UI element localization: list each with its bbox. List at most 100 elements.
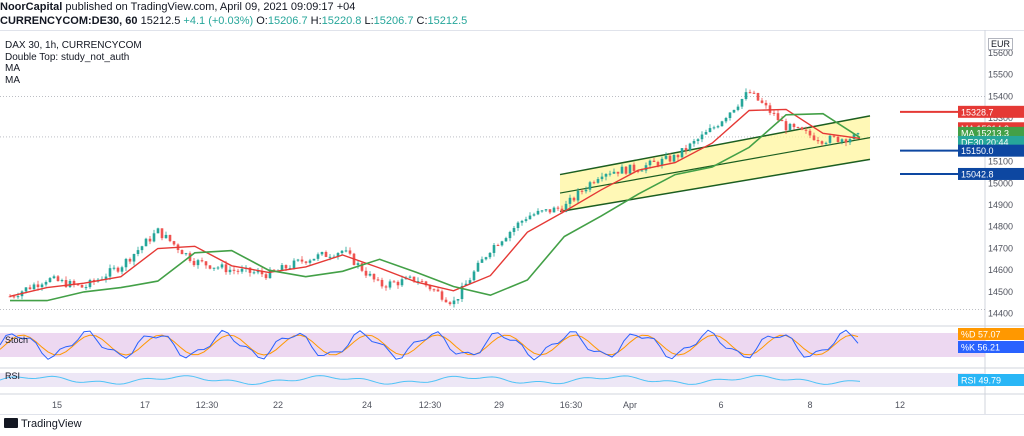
candle-body (684, 148, 688, 151)
candle-body (208, 265, 212, 269)
candle-body (132, 254, 136, 262)
publisher-name[interactable]: NoorCapital (0, 1, 63, 13)
candle-body (168, 234, 172, 242)
y-tick-label: 15300 (988, 113, 1013, 123)
last-price-tag: DE30 20:44 (961, 137, 1009, 147)
y-tick-label: 15000 (988, 178, 1013, 188)
level-tag-15150: 15150.0 (961, 146, 994, 156)
stoch-band (0, 333, 985, 357)
candle-body (536, 210, 540, 215)
candle-body (416, 281, 420, 283)
candle-body (496, 245, 500, 247)
y-tick-label: 15100 (988, 157, 1013, 167)
stoch-d-tag: %D 57.07 (961, 330, 1001, 340)
candle-body (320, 251, 324, 255)
candle-body (516, 222, 520, 229)
footer: TradingView (0, 414, 1024, 436)
level-tag-15042: 15042.8 (961, 169, 994, 179)
candle-body (788, 123, 792, 131)
rsi-label: RSI (5, 371, 20, 381)
candle-body (616, 171, 620, 174)
candle-body (484, 257, 488, 260)
candle-body (112, 267, 116, 269)
candle-body (84, 287, 88, 289)
candle-body (660, 158, 664, 166)
candle-body (120, 267, 124, 272)
channel-upper-line (559, 115, 871, 176)
close-label: C: (416, 15, 428, 27)
candle-body (556, 207, 560, 209)
candle-body (8, 296, 12, 298)
channel-fill (560, 115, 870, 212)
candle-body (752, 92, 756, 94)
legend-study[interactable]: Double Top: study_not_auth (5, 51, 130, 63)
y-tick-label: 15400 (988, 91, 1013, 101)
candle-body (464, 283, 468, 286)
rsi-tag: RSI 49.79 (961, 376, 1001, 386)
candle-body (396, 281, 400, 286)
candle-body (180, 250, 184, 255)
x-tick-label: 29 (494, 400, 504, 410)
candle-body (524, 219, 528, 221)
candle-body (76, 284, 80, 286)
candle-body (628, 164, 632, 174)
ma-slow-tag: MA 15213.3 (961, 128, 1009, 138)
legend-ma-slow[interactable]: MA (5, 74, 20, 86)
candle-body (64, 280, 68, 288)
x-tick-label: 16:30 (560, 400, 583, 410)
candle-body (16, 296, 20, 298)
candle-body (356, 263, 360, 265)
candle-body (700, 134, 704, 140)
legend-ma-fast[interactable]: MA (5, 63, 20, 74)
candle-body (60, 280, 64, 282)
candle-body (68, 280, 72, 288)
candle-body (12, 296, 16, 298)
candle-body (828, 135, 832, 143)
candle-body (196, 260, 200, 266)
candle-body (204, 261, 208, 266)
candle-body (172, 241, 176, 245)
candle-body (500, 241, 504, 246)
legend-title[interactable]: DAX 30, 1h, CURRENCYCOM (5, 40, 142, 51)
candle-body (512, 228, 516, 232)
candle-body (760, 100, 764, 103)
candle-body (592, 182, 596, 184)
candle-body (312, 258, 316, 261)
candle-body (400, 279, 404, 286)
candle-body (544, 209, 548, 211)
candle-body (804, 129, 808, 131)
candle-body (104, 276, 108, 280)
candle-body (552, 207, 556, 213)
x-tick-label: Apr (623, 400, 637, 410)
candle-body (88, 280, 92, 288)
candle-body (532, 214, 536, 216)
candle-body (808, 130, 812, 136)
candle-body (156, 228, 160, 234)
candle-body (736, 106, 740, 110)
candle-body (612, 171, 616, 174)
high-label: H: (310, 15, 322, 27)
candle-body (580, 190, 584, 192)
candle-body (200, 260, 204, 262)
candle-body (764, 102, 768, 106)
candle-body (368, 273, 372, 276)
candle-body (192, 260, 196, 266)
candle-body (472, 271, 476, 281)
candle-body (852, 134, 856, 140)
candle-body (28, 287, 32, 290)
currency-badge[interactable]: EUR (988, 38, 1014, 50)
candle-body (224, 264, 228, 273)
candle-body (668, 155, 672, 162)
candle-body (572, 197, 576, 201)
x-tick-label: 17 (140, 400, 150, 410)
symbol-name[interactable]: CURRENCYCOM:DE30, 60 (0, 15, 138, 27)
candle-body (568, 197, 572, 204)
candle-body (428, 285, 432, 290)
candle-body (648, 160, 652, 166)
candle-body (340, 250, 344, 254)
tradingview-logo[interactable]: TradingView (4, 418, 82, 430)
candle-body (328, 256, 332, 258)
candle-body (448, 302, 452, 305)
candle-body (388, 281, 392, 288)
